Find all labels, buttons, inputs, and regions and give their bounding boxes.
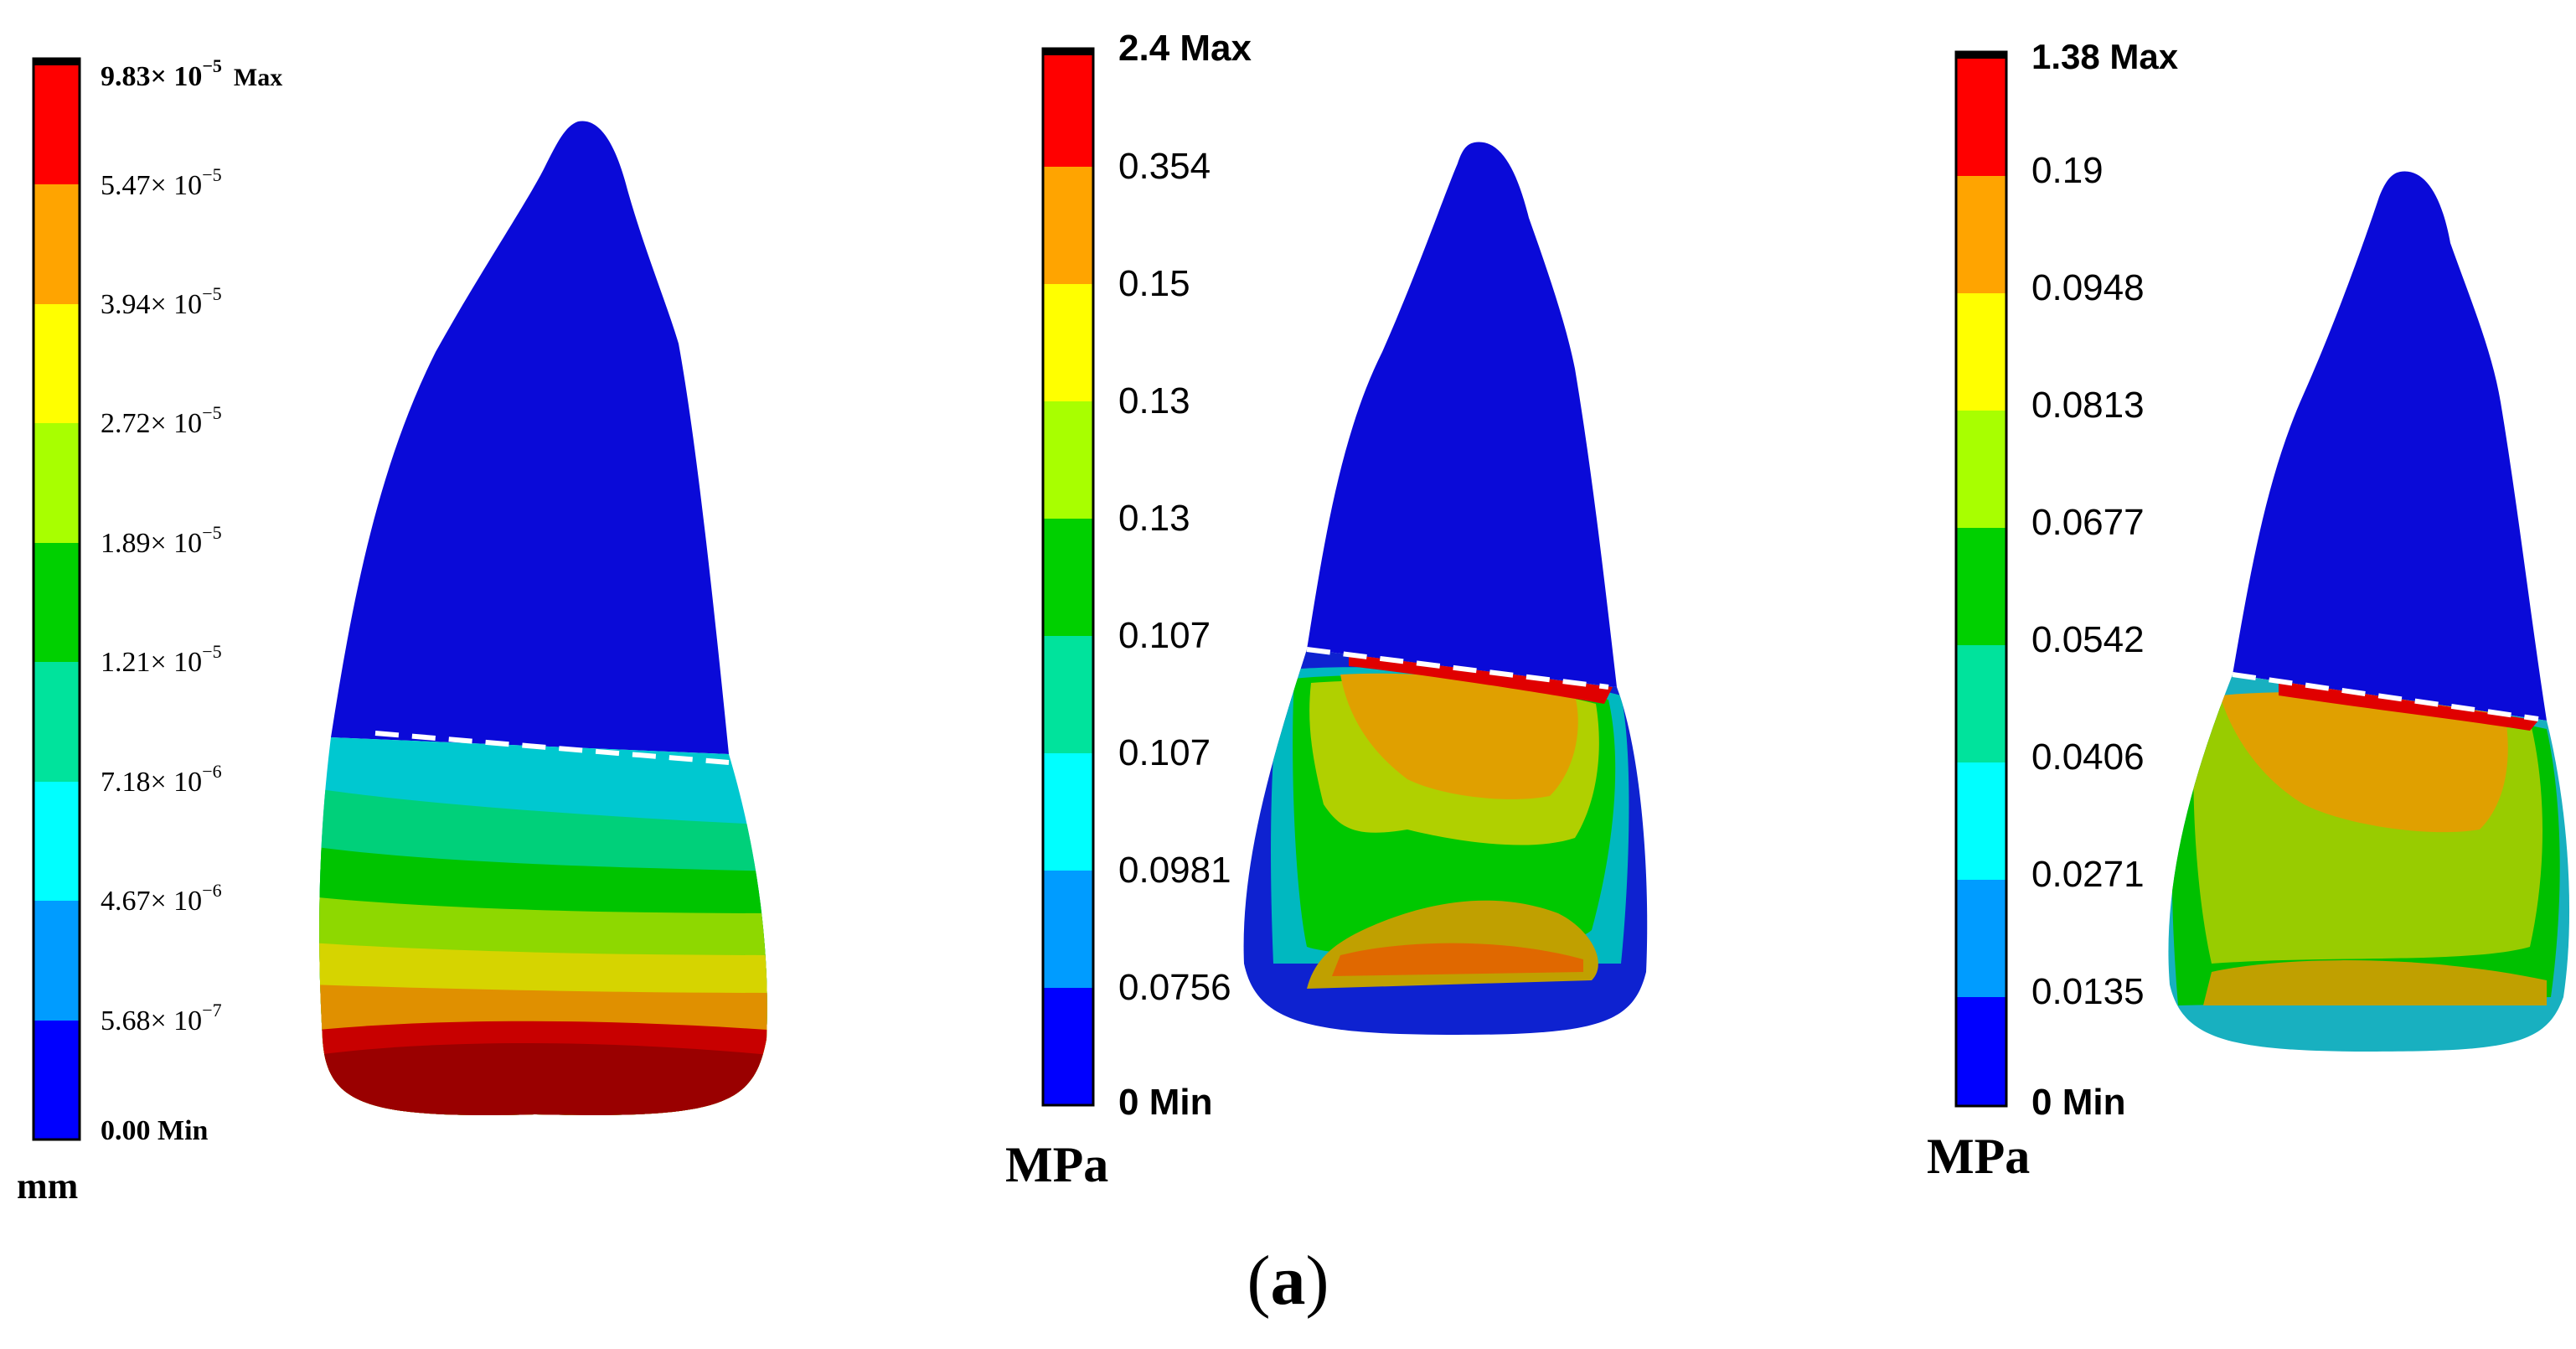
legend-swatch: [34, 782, 80, 901]
legend-label: 0.0813: [2031, 385, 2145, 426]
legend-min-label: 0.00 Min: [101, 1115, 209, 1146]
legend-label: 0.0981: [1118, 850, 1231, 891]
legend-label: 7.18× 10−6: [101, 761, 222, 798]
legend-bar-stress-2: [1954, 50, 2008, 1108]
legend-swatch: [34, 543, 80, 662]
legend-label: 3.94× 10−5: [101, 283, 222, 320]
legend-min-label: 0 Min: [2031, 1082, 2125, 1123]
legend-swatch: [34, 184, 80, 304]
legend-swatch: [34, 304, 80, 423]
legend-label: 0.13: [1118, 498, 1190, 539]
legend-swatch: [1043, 636, 1093, 753]
legend-label: 0.0756: [1118, 967, 1231, 1008]
legend-swatch: [1956, 293, 2006, 411]
legend-swatch: [1956, 645, 2006, 762]
legend-swatch: [34, 1021, 80, 1140]
legend-swatch: [1043, 519, 1093, 636]
legend-label: 0.13: [1118, 380, 1190, 421]
legend-label: 0.19: [2031, 150, 2104, 191]
legend-swatch: [1043, 167, 1093, 284]
legend-max-cap: [1043, 49, 1093, 55]
legend-label: 0.107: [1118, 615, 1211, 656]
legend-swatch: [1956, 411, 2006, 528]
legend-max-label: 9.83× 10−5 Max: [101, 55, 282, 92]
legend-label: 1.21× 10−5: [101, 641, 222, 678]
legend-label: 0.0406: [2031, 737, 2145, 778]
legend-swatch: [34, 423, 80, 543]
legend-max-label: 1.38 Max: [2031, 37, 2179, 76]
legend-min-label: 0 Min: [1118, 1082, 1212, 1123]
legend-bar-displacement: [32, 57, 81, 1141]
unit-label: MPa: [1005, 1137, 1108, 1192]
legend-label: 0.107: [1118, 732, 1211, 773]
legend-label: 0.0271: [2031, 854, 2145, 895]
legend-swatch: [34, 65, 80, 184]
tooth-model-stress-2: [2168, 171, 2570, 1052]
panel-displacement: 9.83× 10−5 Max 5.47× 10−5 3.94× 10−5 2.72…: [17, 55, 767, 1207]
legend-swatch: [1956, 762, 2006, 880]
legend-max-cap: [34, 59, 80, 65]
legend-swatch: [1956, 59, 2006, 176]
figure-caption: (a): [1247, 1242, 1329, 1320]
legend-swatch: [1956, 176, 2006, 293]
legend-swatch: [34, 662, 80, 782]
legend-swatch: [1956, 528, 2006, 645]
legend-max-cap: [1956, 52, 2006, 59]
panel-stress-1: 2.4 Max 0.354 0.15 0.13 0.13 0.107 0.107…: [1005, 28, 1648, 1192]
legend-label: 4.67× 10−6: [101, 880, 222, 917]
legend-label: 5.68× 10−7: [101, 1000, 222, 1036]
legend-label: 5.47× 10−5: [101, 164, 222, 201]
panel-stress-2: 1.38 Max 0.19 0.0948 0.0813 0.0677 0.054…: [1927, 37, 2570, 1184]
legend-swatch: [1043, 871, 1093, 988]
legend-label: 0.0948: [2031, 267, 2145, 308]
legend-swatch: [1043, 988, 1093, 1105]
unit-label: mm: [17, 1166, 78, 1207]
legend-max-label: 2.4 Max: [1118, 28, 1252, 69]
legend-swatch: [1956, 880, 2006, 997]
tooth-model-stress-1: [1243, 142, 1648, 1035]
tooth-model-displacement: [319, 121, 767, 1115]
legend-label: 1.89× 10−5: [101, 522, 222, 559]
legend-swatch: [1043, 284, 1093, 401]
unit-label: MPa: [1927, 1129, 2030, 1184]
legend-swatch: [1043, 55, 1093, 167]
legend-label: 0.0135: [2031, 971, 2145, 1012]
legend-swatch: [1956, 997, 2006, 1106]
legend-label: 2.72× 10−5: [101, 402, 222, 439]
legend-swatch: [1043, 753, 1093, 871]
legend-swatch: [1043, 401, 1093, 519]
legend-bar-stress-1: [1041, 47, 1095, 1107]
legend-label: 0.354: [1118, 146, 1211, 187]
legend-label: 0.0677: [2031, 502, 2145, 543]
legend-label: 0.0542: [2031, 619, 2145, 660]
legend-swatch: [34, 901, 80, 1021]
legend-label: 0.15: [1118, 263, 1190, 304]
